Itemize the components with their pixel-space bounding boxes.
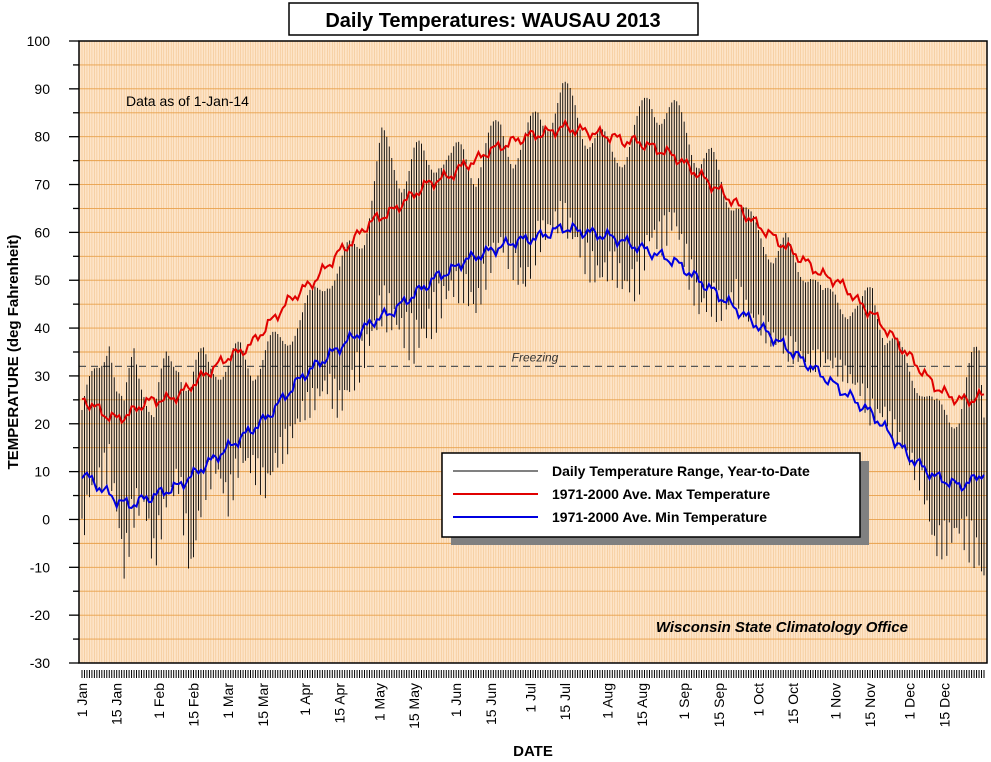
x-tick-label: 15 Apr <box>332 683 348 724</box>
x-tick-label: 1 Oct <box>751 683 767 717</box>
x-tick-label: 1 Mar <box>220 683 236 719</box>
x-tick-label: 1 Jun <box>448 683 464 717</box>
daily-range-series <box>81 81 985 579</box>
x-tick-label: 1 Aug <box>599 683 615 719</box>
y-tick-label: 30 <box>34 368 50 384</box>
credit-note: Wisconsin State Climatology Office <box>656 619 908 636</box>
x-tick-label: 15 Aug <box>634 683 650 727</box>
x-tick-label: 1 Nov <box>827 683 843 720</box>
y-tick-label: -10 <box>30 559 50 575</box>
data-as-of-note: Data as of 1-Jan-14 <box>126 93 249 109</box>
legend-label-range: Daily Temperature Range, Year-to-Date <box>552 463 810 479</box>
legend: Daily Temperature Range, Year-to-Date 19… <box>441 452 869 545</box>
avg-max-line <box>81 118 985 425</box>
avg-min-line <box>81 221 985 511</box>
x-tick-label: 15 Feb <box>186 683 202 727</box>
y-tick-label: 0 <box>42 511 50 527</box>
x-axis-title: DATE <box>513 743 553 760</box>
x-tick-label: 1 May <box>371 683 387 721</box>
y-tick-label: -20 <box>30 607 50 623</box>
y-tick-label: 50 <box>34 272 50 288</box>
legend-label-min: 1971-2000 Ave. Min Temperature <box>552 509 767 525</box>
x-tick-label: 15 Jun <box>483 683 499 725</box>
y-tick-label: 10 <box>34 464 50 480</box>
y-tick-label: 80 <box>34 129 50 145</box>
x-tick-label: 1 Jul <box>523 683 539 713</box>
x-tick-label: 15 Dec <box>936 683 952 727</box>
x-tick-label: 1 Dec <box>902 683 918 720</box>
freezing-label: Freezing <box>512 350 559 364</box>
y-tick-label: 40 <box>34 320 50 336</box>
x-axis: 1 Jan 15 Jan 1 Feb 15 Feb 1 Mar 15 Mar 1 Apr 15… <box>74 670 985 729</box>
y-tick-label: 60 <box>34 224 50 240</box>
x-tick-label: 1 Apr <box>297 683 313 716</box>
freezing-reference: Freezing <box>79 350 987 368</box>
x-tick-label: 15 Oct <box>785 683 801 724</box>
x-tick-label: 1 Sep <box>676 683 692 720</box>
y-tick-label: -30 <box>30 655 50 671</box>
legend-label-max: 1971-2000 Ave. Max Temperature <box>552 486 770 502</box>
x-tick-label: 15 Jan <box>109 683 125 725</box>
chart-title: Daily Temperatures: WAUSAU 2013 <box>325 10 660 32</box>
x-tick-label: 15 Jul <box>557 683 573 720</box>
chart-title-box: Daily Temperatures: WAUSAU 2013 <box>288 2 699 36</box>
x-tick-label: 15 Mar <box>255 683 271 727</box>
y-axis-title: TEMPERATURE (deg Fahrenheit) <box>5 235 22 470</box>
x-tick-label: 1 Feb <box>151 683 167 719</box>
x-tick-label: 15 Sep <box>711 683 727 728</box>
y-tick-label: 90 <box>34 81 50 97</box>
y-tick-label: 70 <box>34 177 50 193</box>
x-tick-label: 1 Jan <box>74 683 90 717</box>
y-tick-label: 100 <box>27 33 51 49</box>
x-tick-label: 15 Nov <box>862 683 878 727</box>
x-tick-label: 15 May <box>406 683 422 729</box>
title-frame <box>288 2 699 36</box>
y-tick-label: 20 <box>34 416 50 432</box>
